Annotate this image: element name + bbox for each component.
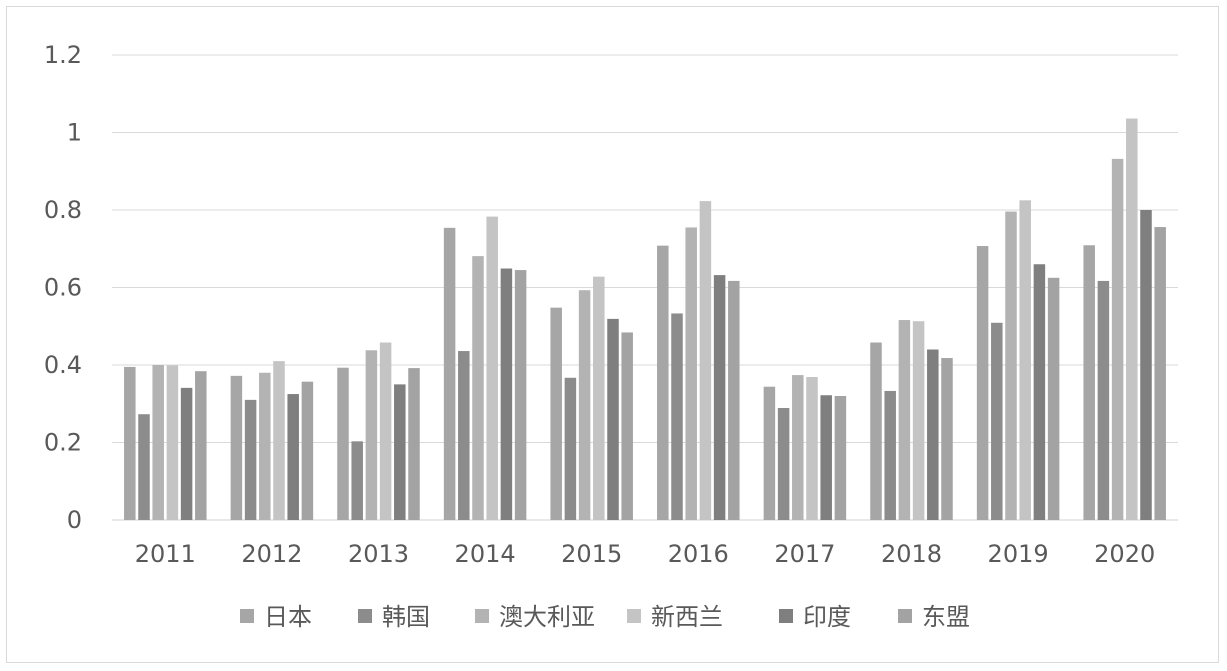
gridlines: [112, 54, 1178, 521]
bar: [607, 318, 619, 520]
bar: [486, 216, 498, 520]
bar: [180, 387, 193, 520]
bar: [1140, 210, 1152, 520]
x-tick-label: 2013: [348, 540, 409, 568]
bar: [912, 321, 925, 520]
bar: [1083, 245, 1095, 520]
bar: [671, 313, 683, 520]
bar: [1154, 227, 1166, 521]
bar: [287, 394, 299, 520]
bar: [1111, 158, 1124, 520]
bar: [792, 375, 804, 520]
bar: [550, 307, 562, 520]
bar: [514, 270, 527, 520]
bar: [1005, 211, 1017, 521]
bar: [230, 375, 243, 520]
legend-label: 韩国: [382, 603, 430, 631]
x-tick-label: 2019: [988, 540, 1049, 568]
x-tick-label: 2014: [455, 540, 516, 568]
bar: [976, 246, 989, 520]
bar: [472, 256, 484, 520]
bar: [195, 371, 207, 520]
bar: [351, 441, 363, 520]
bar: [699, 201, 712, 520]
bar: [941, 358, 953, 520]
x-tick-label: 2017: [774, 540, 835, 568]
bars: [124, 118, 1166, 521]
legend-label: 日本: [264, 603, 312, 631]
bar: [138, 414, 150, 520]
bar: [1126, 118, 1138, 521]
bar: [301, 381, 314, 520]
bar: [657, 245, 669, 520]
legend: 日本 韩国 澳大利亚 新西兰 印度 东盟: [240, 603, 970, 631]
legend-swatch: [475, 609, 489, 623]
bar: [621, 332, 633, 520]
bar: [1047, 277, 1060, 520]
legend-label: 东盟: [922, 603, 970, 631]
bar: [806, 377, 818, 520]
legend-swatch: [627, 609, 641, 623]
bar: [728, 280, 740, 520]
y-tick-label: 0.2: [44, 429, 82, 457]
legend-swatch: [240, 609, 254, 623]
y-tick-label: 0.8: [44, 196, 82, 224]
bar: [1097, 280, 1110, 520]
bar: [685, 227, 697, 520]
bar: [365, 350, 378, 520]
x-tick-label: 2020: [1094, 540, 1155, 568]
bar: [777, 408, 790, 520]
bar: [124, 366, 136, 520]
bar: [820, 395, 832, 520]
bar: [884, 390, 896, 520]
y-tick-label: 0: [67, 506, 82, 534]
x-tick-label: 2011: [135, 540, 196, 568]
bar: [1033, 264, 1046, 520]
bar: [458, 351, 470, 520]
bar: [337, 367, 349, 520]
y-tick-label: 1.2: [44, 41, 82, 69]
legend-label: 新西兰: [651, 603, 723, 631]
x-tick-label: 2012: [241, 540, 302, 568]
bar: [564, 377, 577, 520]
legend-swatch: [358, 609, 372, 623]
y-axis-ticks: 0 0.2 0.4 0.6 0.8 1 1.2: [44, 41, 82, 534]
bar: [244, 399, 257, 520]
bar: [834, 396, 847, 520]
x-tick-label: 2018: [881, 540, 942, 568]
y-tick-label: 0.6: [44, 274, 82, 302]
bar: [443, 227, 456, 520]
legend-swatch: [898, 609, 912, 623]
legend-label: 印度: [803, 603, 851, 631]
bar: [578, 290, 591, 520]
bar: [991, 322, 1003, 520]
bar: [1019, 200, 1031, 520]
bar: [898, 320, 911, 520]
bar: [166, 365, 179, 520]
bar: [593, 276, 605, 520]
bar: [713, 275, 726, 520]
x-tick-label: 2016: [668, 540, 729, 568]
x-tick-label: 2015: [561, 540, 622, 568]
bar: [273, 361, 285, 520]
bar: [927, 349, 939, 520]
bar: [870, 342, 882, 520]
bar: [500, 268, 513, 520]
bar: [259, 372, 271, 520]
bar: [152, 365, 164, 520]
bar: [394, 384, 406, 520]
legend-label: 澳大利亚: [499, 603, 595, 631]
y-tick-label: 0.4: [44, 351, 82, 379]
y-tick-label: 1: [67, 119, 82, 147]
x-axis-ticks: 2011 2012 2013 2014 2015 2016 2017 2018 2019 2020: [135, 540, 1155, 568]
bar: [408, 368, 420, 520]
bar: [763, 386, 776, 520]
bar: [379, 342, 392, 520]
legend-swatch: [779, 609, 793, 623]
